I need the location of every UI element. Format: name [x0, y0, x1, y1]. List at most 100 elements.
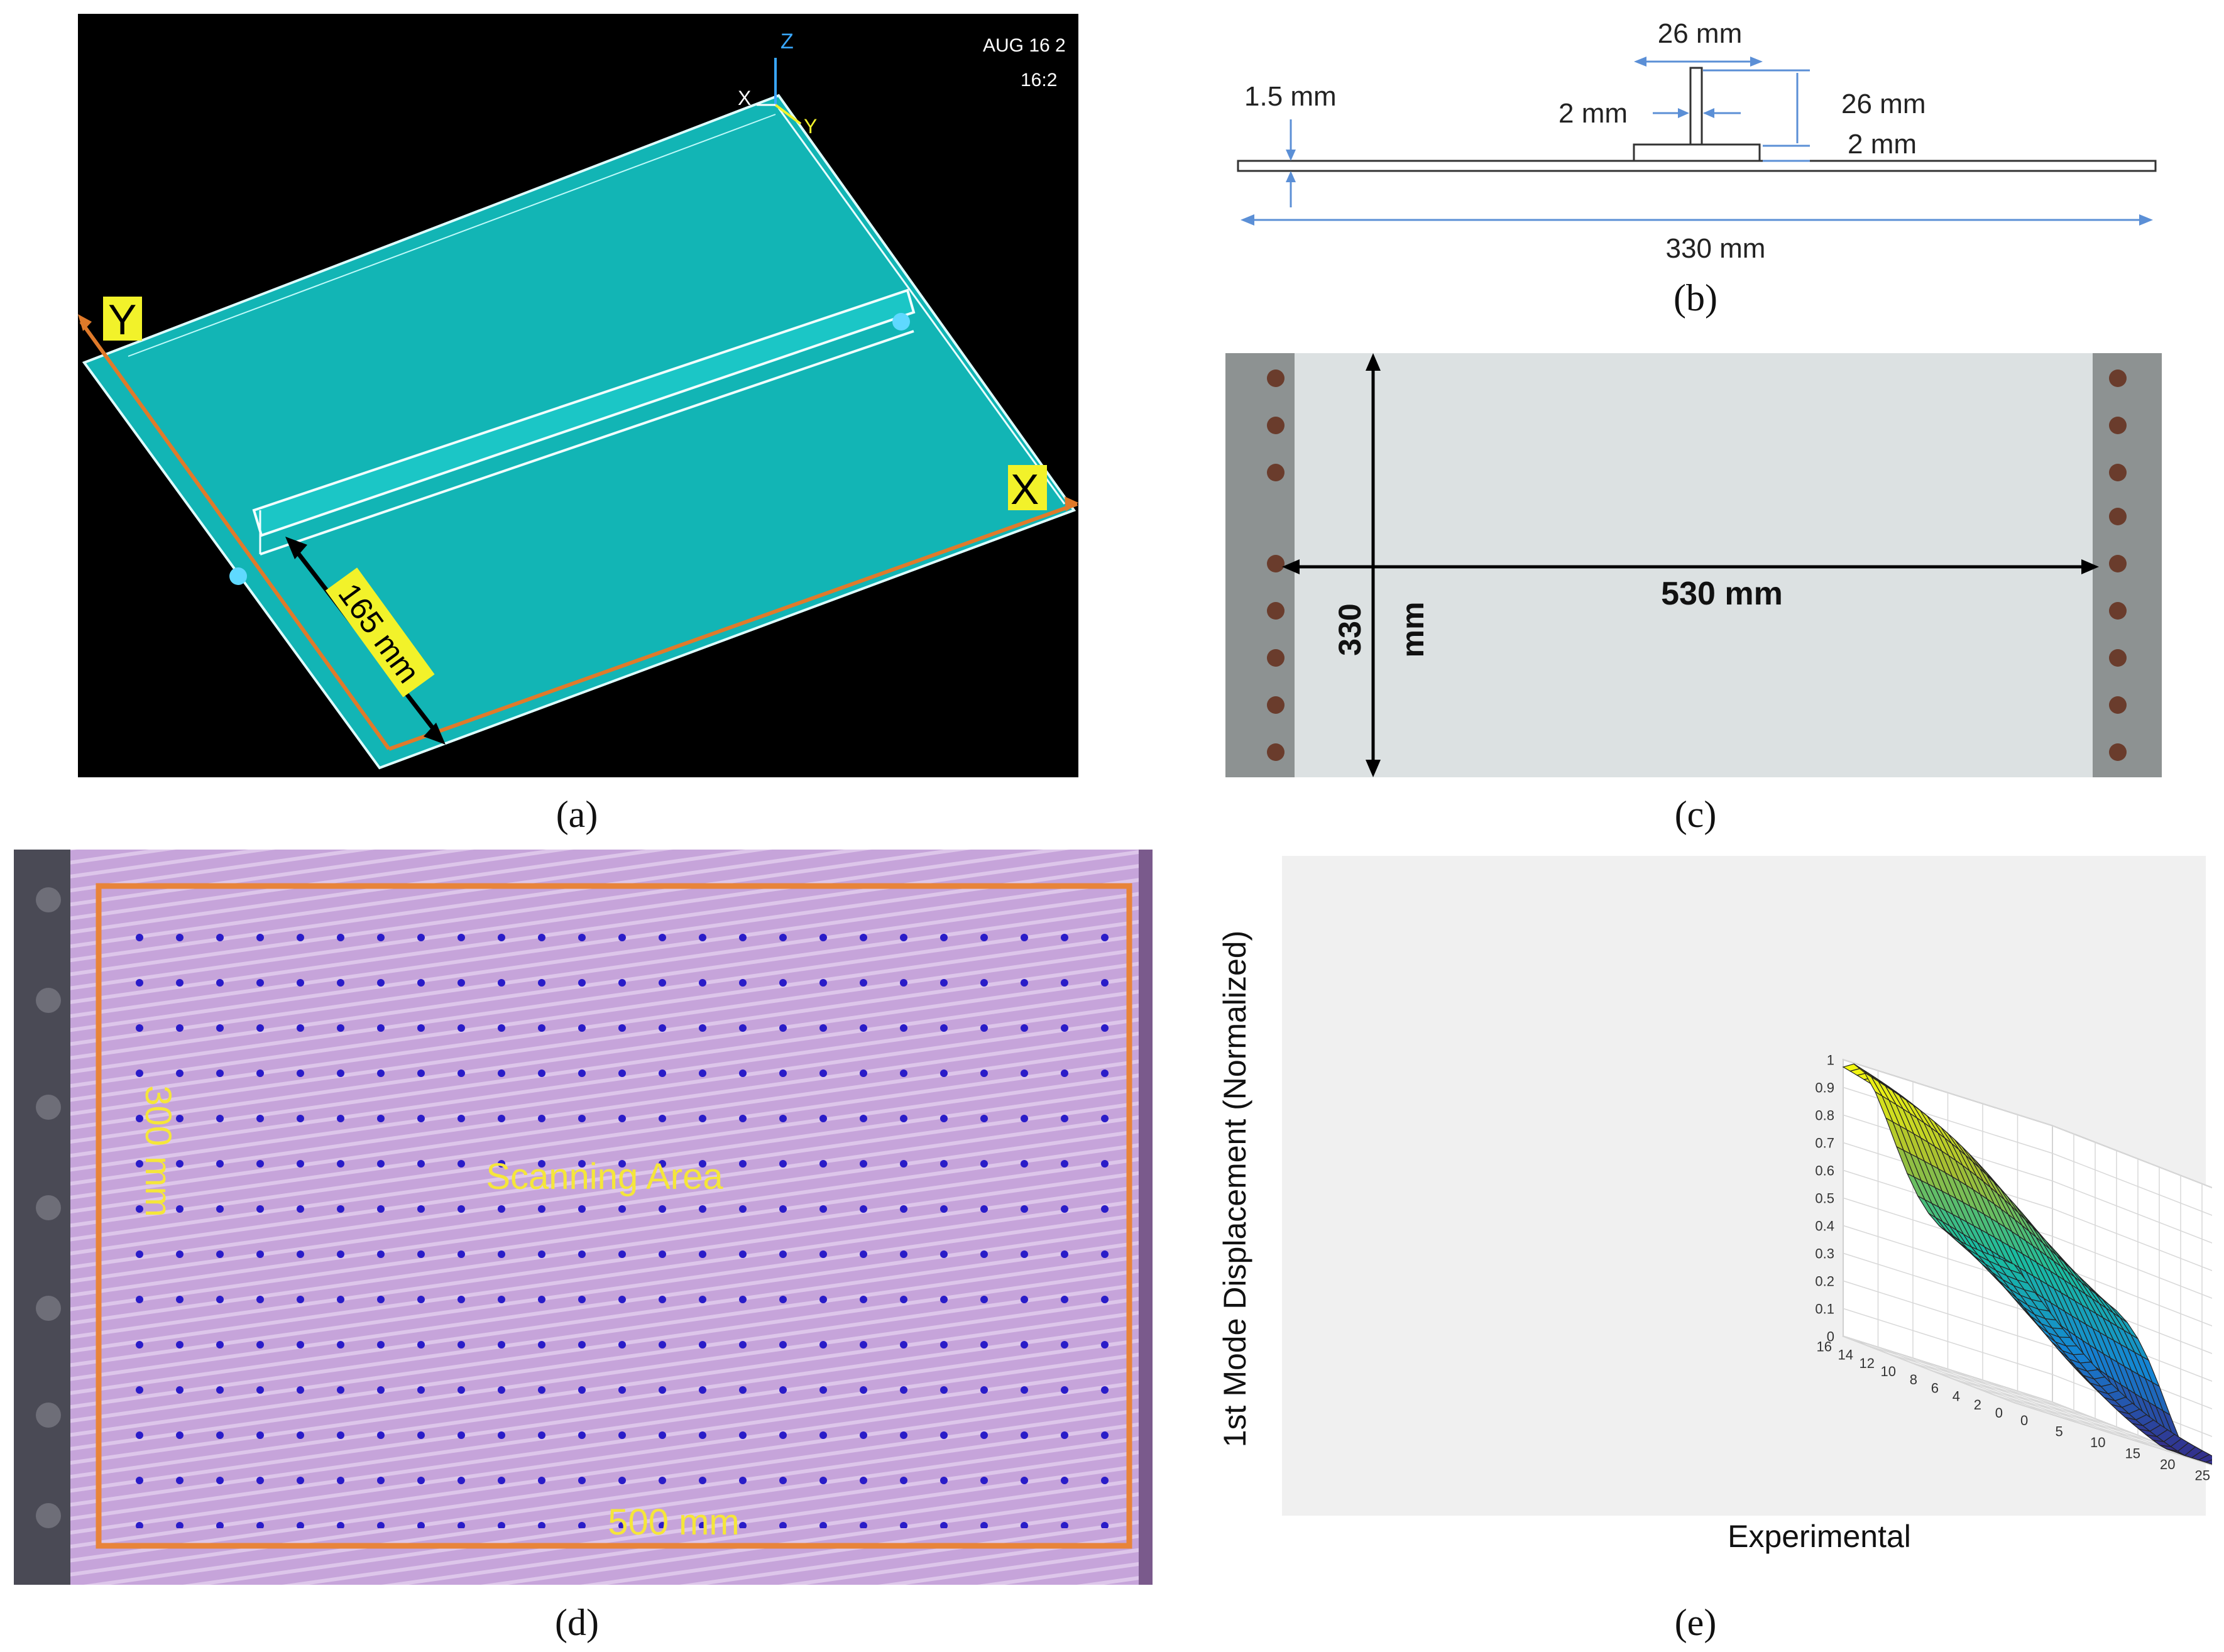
y-axis-label: Y [108, 296, 136, 344]
arrowhead [1703, 108, 1714, 118]
x-tick-label: 5 [2056, 1424, 2063, 1440]
x-tick-label: 20 [2160, 1457, 2175, 1472]
x-tick-label: 15 [2125, 1446, 2140, 1462]
dim-height: 300 mm [138, 1085, 178, 1217]
grid-line [1885, 1352, 2096, 1420]
scanning-area-frame [96, 883, 1132, 1549]
bolt-holes-left [1267, 369, 1285, 761]
dimension-arrowhead [285, 537, 307, 559]
bolt-holes-right [2109, 369, 2127, 761]
panel-b-graphic: 26 mm 2 mm 1.5 mm 26 mm 2 mm 330 mm [1237, 18, 2157, 264]
x-axis-edge [388, 502, 1078, 751]
dimension-label-box [326, 567, 435, 697]
plate-inner-line [128, 114, 776, 357]
arrowhead [2081, 559, 2099, 574]
y-tick-label: 8 [1910, 1372, 1917, 1387]
surface-mesh [1842, 1063, 2212, 1465]
y-axis-edge [79, 320, 391, 750]
z-tick-label: 0.6 [1815, 1162, 1834, 1178]
time-text: 16:2 [1021, 70, 1057, 90]
tick-labels: 00.10.20.30.40.50.60.70.80.9102468101214… [1815, 1052, 2210, 1484]
y-tick-label: 2 [1974, 1397, 1981, 1413]
panel-e: 0 0.1 0.2 0.3 0.4 0.5 0.6 0.7 0.8 0.9 1 0 2 4 6 8 10 12 14… [1207, 850, 2212, 1566]
grid-line [1971, 1385, 2181, 1453]
plate-surface [82, 94, 1076, 770]
arrowhead [1678, 108, 1689, 118]
x-label-box [1008, 465, 1047, 510]
panel-a-graphic: Z X Y AUG 16 2 16:2 Y X 165 mm [78, 30, 1078, 770]
grid-line [1864, 1343, 2074, 1411]
panel-a: Z X Y AUG 16 2 16:2 Y X 165 mm [78, 14, 1078, 777]
grid-line [2052, 1125, 2212, 1188]
dim-web-height: 26 mm [1841, 89, 1925, 119]
date-text: AUG 16 2 [983, 35, 1066, 56]
dim-web-thickness: 2 mm [1558, 98, 1628, 129]
stiffener-flange [1633, 143, 1761, 162]
z-tick-label: 0.8 [1815, 1107, 1834, 1123]
y-label-box [103, 297, 142, 341]
panel-b: 26 mm 2 mm 1.5 mm 26 mm 2 mm 330 mm [1219, 13, 2174, 264]
y-tick-label: 6 [1931, 1380, 1939, 1396]
z-tick-label: 0.4 [1815, 1218, 1834, 1234]
z-tick-label: 0 [1827, 1328, 1834, 1344]
arrowhead [1286, 171, 1296, 182]
dimension-arrowhead [424, 723, 446, 745]
caption-d: (d) [555, 1602, 599, 1643]
z-axis-label: 1st Mode Displacement (Normalized) [1217, 931, 1252, 1448]
x-axis-arrow [1065, 496, 1078, 511]
triad-y-label: Y [804, 115, 817, 138]
triad-x-label: X [738, 87, 751, 109]
triad-z-label: Z [781, 30, 794, 53]
scan-points [133, 931, 1114, 1528]
z-tick-label: 0.3 [1815, 1245, 1834, 1261]
grid-line [1928, 1369, 2139, 1436]
caption-c: (c) [1674, 794, 1717, 835]
z-tick-label: 0.5 [1815, 1190, 1834, 1206]
panel-d: 300 mm Scanning Area 500 mm [14, 850, 1153, 1585]
z-tick-label: 0.7 [1815, 1135, 1834, 1151]
stiffener-line [260, 330, 914, 555]
x-axis-label: Experimental [1728, 1519, 1911, 1554]
stiffener [252, 288, 916, 537]
arrowhead [1286, 150, 1296, 161]
x-tick-label: 10 [2090, 1435, 2105, 1450]
dim-height-unit: mm [1395, 602, 1430, 658]
caption-a: (a) [556, 794, 598, 835]
z-tick-label: 0.2 [1815, 1273, 1834, 1289]
x-axis-label: X [1011, 466, 1039, 513]
surface-patch [2205, 1459, 2212, 1465]
y-axis-arrow [78, 314, 92, 331]
left-bolts [36, 887, 61, 1528]
grid-line [1843, 1335, 2053, 1403]
base-plate [1237, 160, 2157, 172]
dim-width: 530 mm [1661, 576, 1783, 612]
y-tick-label: 12 [1860, 1355, 1875, 1371]
y-tick-label: 16 [1817, 1338, 1832, 1354]
triad-y [774, 104, 802, 125]
dim-flange-thickness: 2 mm [1848, 129, 1917, 160]
x-tick-label: 25 [2195, 1468, 2210, 1484]
surface-plot: 00.10.20.30.40.50.60.70.80.9102468101214… [1217, 856, 2212, 1554]
caption-b: (b) [1673, 277, 1717, 319]
z-tick-label: 1 [1827, 1052, 1834, 1068]
arrowhead [1366, 760, 1381, 777]
clamp-right [2093, 353, 2162, 777]
panel-c: 530 mm 330 mm [1225, 353, 2162, 777]
arrowhead [1241, 214, 1254, 226]
stiffener-web [1689, 67, 1703, 146]
arrowhead [1750, 57, 1763, 67]
panel-c-graphic: 530 mm 330 mm [1225, 353, 2162, 777]
support-marker [892, 313, 910, 331]
dim-plate-thickness: 1.5 mm [1244, 81, 1337, 112]
z-tick-label: 0.1 [1815, 1301, 1834, 1316]
dim-flange-width: 26 mm [1658, 18, 1742, 49]
z-tick-label: 0.9 [1815, 1080, 1834, 1095]
dim-width: 500 mm [608, 1502, 740, 1543]
scanning-area-label: Scanning Area [486, 1156, 723, 1197]
y-tick-label: 4 [1953, 1389, 1960, 1404]
y-tick-label: 0 [1995, 1405, 2003, 1421]
panel-d-graphic: 300 mm Scanning Area 500 mm [14, 850, 1153, 1585]
arrowhead [1634, 57, 1646, 67]
arrowhead [1366, 353, 1381, 371]
y-tick-label: 14 [1838, 1347, 1853, 1363]
